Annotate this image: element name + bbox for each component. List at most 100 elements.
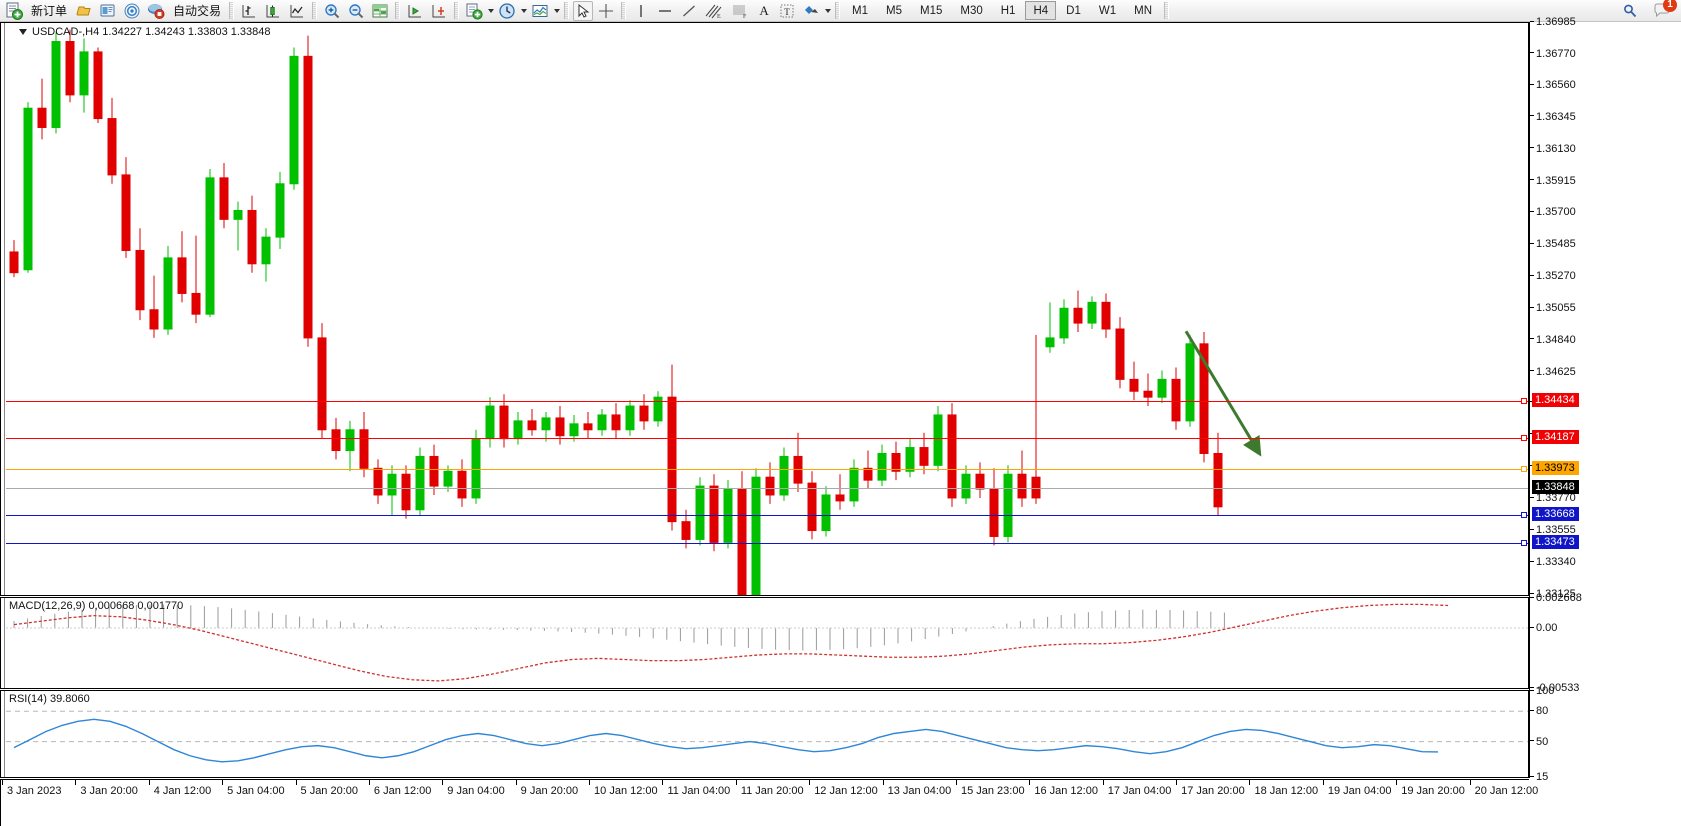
timeframe-w1[interactable]: W1: [1098, 4, 1117, 17]
time-tick: 3 Jan 20:00: [75, 780, 138, 797]
price-plot[interactable]: [6, 23, 1528, 595]
time-tick: 9 Jan 04:00: [442, 780, 505, 797]
crosshair-icon[interactable]: [595, 1, 617, 21]
timeframe-d1[interactable]: D1: [1066, 4, 1081, 17]
shapes-icon[interactable]: [800, 1, 822, 21]
toolbar-separator: [454, 2, 460, 19]
zoom-in-icon[interactable]: [321, 1, 343, 21]
text-label-icon[interactable]: T: [776, 1, 798, 21]
terminal-icon[interactable]: [97, 1, 119, 21]
timeframe-m5[interactable]: M5: [886, 4, 902, 17]
data-window-icon[interactable]: [369, 1, 391, 21]
time-tick: 5 Jan 04:00: [222, 780, 285, 797]
timeframe-m1[interactable]: M1: [852, 4, 869, 17]
arrow-cursor-icon[interactable]: [573, 0, 594, 21]
price-level-anchor[interactable]: [1521, 540, 1527, 547]
macd-panel[interactable]: MACD(12,26,9) 0,000668 0,001770: [0, 597, 1529, 689]
price-level-line-support[interactable]: [6, 514, 1528, 516]
rsi-tick: 15: [1530, 771, 1548, 784]
toolbar-separator: [835, 2, 841, 19]
time-tick: 15 Jan 23:00: [955, 780, 1025, 797]
autotrading-label[interactable]: 自动交易: [173, 4, 222, 18]
price-panel[interactable]: USDCAD-,H4 1.34227 1.34243 1.33803 1.338…: [0, 22, 1529, 596]
macd-plot[interactable]: [6, 598, 1528, 688]
time-tick: 19 Jan 04:00: [1322, 780, 1392, 797]
svg-text:T: T: [784, 7, 790, 17]
price-level-anchor[interactable]: [1521, 434, 1527, 441]
new-order-button[interactable]: [3, 1, 25, 21]
panel-gutter: [1, 598, 5, 688]
zoom-out-icon[interactable]: [345, 1, 367, 21]
time-tick: 13 Jan 04:00: [882, 780, 951, 797]
chevron-down-icon[interactable]: [823, 2, 832, 20]
bar-chart-icon[interactable]: [238, 1, 260, 21]
autotrading-icon[interactable]: [145, 1, 167, 21]
price-level-line-current-price[interactable]: [6, 487, 1528, 489]
price-tick: 1.36130: [1530, 143, 1576, 156]
price-level-label-support[interactable]: 1.33668: [1532, 506, 1579, 521]
price-level-line-pivot[interactable]: [6, 469, 1528, 471]
search-icon[interactable]: [1620, 1, 1640, 21]
text-a-icon[interactable]: A: [759, 2, 769, 18]
line-chart-icon[interactable]: [286, 1, 308, 21]
timeframe-m15[interactable]: M15: [920, 4, 943, 17]
price-level-anchor[interactable]: [1521, 398, 1527, 405]
price-level-label-resistance[interactable]: 1.34187: [1532, 429, 1579, 444]
price-level-label-resistance[interactable]: 1.34434: [1532, 393, 1579, 408]
price-axis[interactable]: 1.36985 1.36770 1.36560 1.36345 1.36130 1.359…: [1529, 16, 1681, 783]
price-tick: 1.34625: [1530, 366, 1576, 379]
price-tick: 1.36345: [1530, 111, 1576, 124]
timeframe-m30[interactable]: M30: [960, 4, 983, 17]
vertical-line-icon[interactable]: [630, 1, 652, 21]
auto-scroll-icon[interactable]: [404, 1, 426, 21]
chart-menu-triangle-icon[interactable]: [19, 29, 27, 35]
price-candles-svg: [9, 29, 1262, 595]
chart-area[interactable]: USDCAD-,H4 1.34227 1.34243 1.33803 1.338…: [0, 16, 1681, 826]
time-tick: 10 Jan 12:00: [589, 780, 658, 797]
toolbar-separator: [621, 2, 627, 19]
main-toolbar: 新订单 自动交易: [0, 0, 1681, 22]
price-level-line-support[interactable]: [6, 543, 1528, 545]
time-tick: 19 Jan 20:00: [1396, 780, 1465, 797]
price-level-anchor[interactable]: [1521, 466, 1527, 473]
toolbar-separator: [229, 2, 235, 19]
price-level-label-current-price[interactable]: 1.33848: [1532, 479, 1579, 494]
time-tick: 17 Jan 04:00: [1102, 780, 1171, 797]
chart-shift-icon[interactable]: [428, 1, 450, 21]
price-level-label-support[interactable]: 1.33473: [1532, 535, 1579, 550]
price-level-anchor[interactable]: [1521, 511, 1527, 518]
toolbar-right-group: 1: [1619, 0, 1681, 21]
rsi-plot[interactable]: [6, 691, 1528, 777]
price-tick: 1.36770: [1530, 48, 1576, 61]
horizontal-line-icon[interactable]: [654, 1, 676, 21]
trendline-icon[interactable]: [678, 1, 700, 21]
time-tick: 11 Jan 20:00: [735, 780, 804, 797]
candlestick-icon[interactable]: [262, 1, 284, 21]
new-order-label[interactable]: 新订单: [31, 4, 68, 18]
price-tick: 1.34840: [1530, 334, 1576, 347]
timeframe-h1[interactable]: H1: [1000, 4, 1016, 17]
indicators-icon[interactable]: [529, 1, 551, 21]
price-level-label-pivot[interactable]: 1.33973: [1532, 461, 1579, 476]
chevron-down-icon[interactable]: [552, 2, 561, 20]
timeframe-mn[interactable]: MN: [1134, 4, 1152, 17]
rsi-panel[interactable]: RSI(14) 39.8060: [0, 690, 1529, 778]
template-icon[interactable]: [463, 1, 485, 21]
timeframe-h4[interactable]: H4: [1025, 1, 1057, 20]
folder-icon[interactable]: [73, 1, 95, 21]
macd-label: MACD(12,26,9) 0,000668 0,001770: [9, 600, 184, 612]
chevron-down-icon[interactable]: [519, 2, 528, 20]
price-level-line-resistance[interactable]: [6, 437, 1528, 439]
time-tick: 11 Jan 04:00: [662, 780, 730, 797]
channel-icon[interactable]: E: [702, 1, 726, 21]
price-level-line-resistance[interactable]: [6, 401, 1528, 403]
chevron-down-icon[interactable]: [486, 2, 495, 20]
clock-icon[interactable]: [496, 1, 518, 21]
toolbar-separator: [312, 2, 318, 19]
signals-icon[interactable]: [121, 1, 143, 21]
time-axis[interactable]: 3 Jan 2023 3 Jan 20:00 4 Jan 12:00 5 Jan 04…: [0, 779, 1538, 826]
chat-bubble-icon[interactable]: 1: [1650, 0, 1677, 21]
price-tick: 1.35485: [1530, 238, 1576, 251]
fibonacci-icon[interactable]: F: [728, 1, 752, 21]
chart-symbol-header[interactable]: USDCAD-,H4 1.34227 1.34243 1.33803 1.338…: [19, 26, 271, 38]
